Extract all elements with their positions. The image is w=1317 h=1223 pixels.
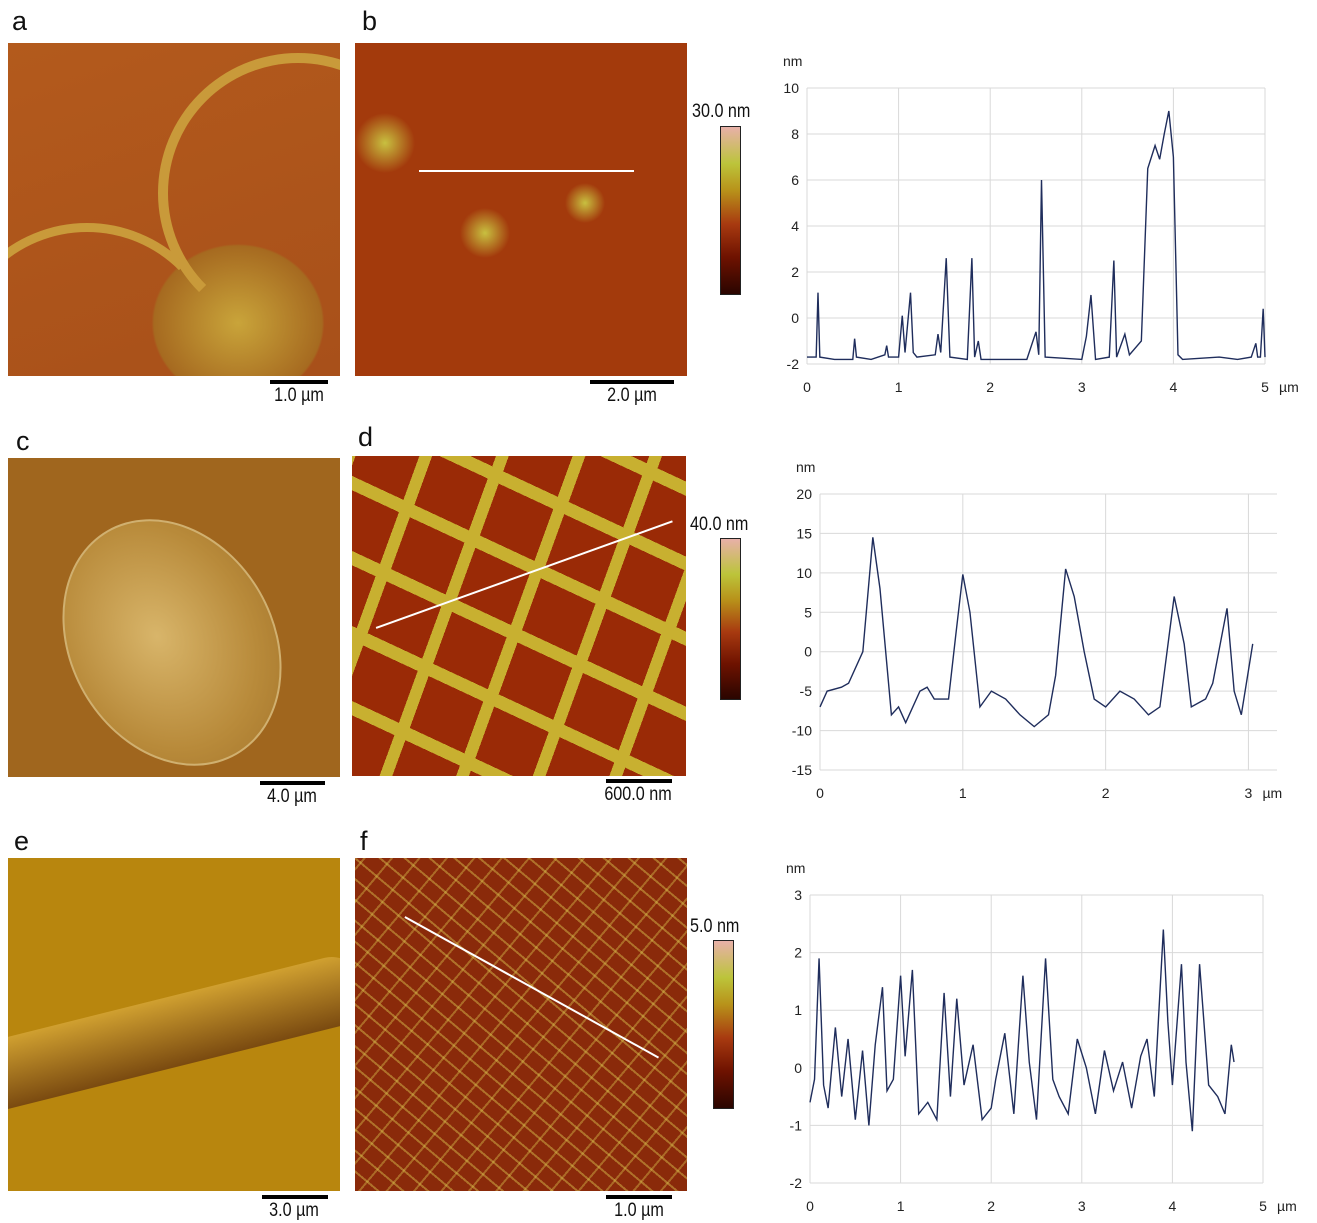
x-unit-label: µm	[1277, 1198, 1297, 1214]
y-unit-label: nm	[783, 53, 802, 69]
scale-label: 1.0 µm	[614, 1200, 664, 1221]
y-tick-label: -2	[790, 1175, 803, 1191]
x-tick-label: 2	[986, 379, 994, 395]
cell	[18, 479, 326, 777]
profile-line	[819, 537, 1254, 728]
x-tick-label: 5	[1259, 1198, 1267, 1214]
afm-image	[355, 43, 687, 376]
x-tick-label: 4	[1169, 1198, 1177, 1214]
y-tick-label: 1	[794, 1002, 802, 1018]
y-tick-label: 10	[796, 565, 812, 581]
x-tick-label: 3	[1078, 1198, 1086, 1214]
panel-letter: d	[358, 422, 374, 452]
y-tick-label: 4	[791, 218, 799, 234]
x-tick-label: 5	[1261, 379, 1269, 395]
panel-letter: e	[14, 826, 30, 856]
flagellum	[8, 950, 340, 1116]
color-scale-label: 40.0 nm	[690, 514, 749, 535]
y-tick-label: 8	[791, 126, 799, 142]
y-tick-label: 3	[794, 887, 802, 903]
y-tick-label: 10	[783, 80, 799, 96]
scale-bar	[590, 380, 674, 384]
scale-label: 4.0 µm	[267, 786, 317, 807]
scale-label: 2.0 µm	[607, 385, 657, 406]
scale-bar	[606, 1195, 672, 1199]
color-scale-label: 30.0 nm	[692, 101, 751, 122]
x-unit-label: µm	[1262, 785, 1282, 801]
y-unit-label: nm	[796, 459, 815, 475]
x-tick-label: 4	[1170, 379, 1178, 395]
y-tick-label: 5	[804, 604, 812, 620]
x-tick-label: 0	[803, 379, 811, 395]
profile-line	[807, 110, 1266, 361]
x-tick-label: 0	[816, 785, 824, 801]
scale-bar	[270, 380, 328, 384]
profile-line	[419, 170, 634, 172]
profile-line	[404, 916, 660, 1059]
color-scale-label: 5.0 nm	[690, 916, 740, 937]
profile-line	[809, 929, 1235, 1132]
x-tick-label: 1	[897, 1198, 905, 1214]
panel-letter: a	[12, 6, 28, 36]
x-tick-label: 0	[806, 1198, 814, 1214]
x-tick-label: 1	[895, 379, 903, 395]
afm-image	[355, 858, 687, 1191]
y-tick-label: 20	[796, 486, 812, 502]
x-tick-label: 3	[1245, 785, 1253, 801]
y-tick-label: -15	[792, 762, 812, 778]
y-tick-label: -10	[792, 723, 812, 739]
afm-image	[8, 858, 340, 1191]
afm-image	[8, 43, 340, 376]
color-bar	[720, 126, 741, 295]
scale-label: 1.0 µm	[274, 385, 324, 406]
scale-label: 3.0 µm	[269, 1200, 319, 1221]
y-tick-label: 15	[796, 525, 812, 541]
afm-image	[8, 458, 340, 777]
panel-letter: b	[362, 6, 378, 36]
x-unit-label: µm	[1279, 379, 1299, 395]
panel-letter: f	[360, 826, 368, 856]
x-tick-label: 1	[959, 785, 967, 801]
scale-bar	[262, 1195, 328, 1199]
y-tick-label: 0	[804, 644, 812, 660]
y-tick-label: 0	[794, 1060, 802, 1076]
afm-image	[352, 456, 686, 776]
y-tick-label: -1	[790, 1117, 803, 1133]
panel-letter: c	[16, 426, 30, 456]
scale-label: 600.0 nm	[604, 784, 672, 805]
scale-bar	[260, 781, 325, 785]
y-tick-label: 2	[791, 264, 799, 280]
x-tick-label: 3	[1078, 379, 1086, 395]
scale-bar	[606, 779, 672, 783]
y-tick-label: -5	[800, 683, 813, 699]
profile-line	[375, 520, 673, 629]
color-bar	[713, 940, 734, 1109]
y-tick-label: 2	[794, 945, 802, 961]
y-tick-label: 6	[791, 172, 799, 188]
x-tick-label: 2	[1102, 785, 1110, 801]
y-tick-label: -2	[787, 356, 800, 372]
color-bar	[720, 538, 741, 700]
y-tick-label: 0	[791, 310, 799, 326]
x-tick-label: 2	[987, 1198, 995, 1214]
y-unit-label: nm	[786, 860, 805, 876]
